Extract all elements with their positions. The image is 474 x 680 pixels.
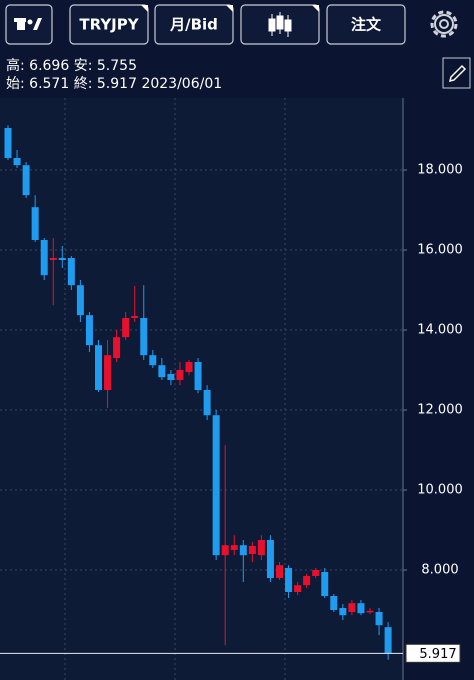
candle-body (113, 337, 121, 358)
order-frame[interactable] (326, 4, 406, 45)
candle-body (384, 627, 392, 654)
settings-button[interactable] (430, 10, 458, 38)
candle-body (149, 355, 157, 366)
interval-button[interactable]: 月/Bid (154, 4, 234, 45)
candle-body (248, 546, 256, 554)
high-value: 6.696 (29, 58, 69, 74)
candle-body (22, 165, 30, 196)
candle-body (366, 610, 374, 613)
pencil-icon (448, 64, 467, 83)
candle-body (158, 365, 166, 378)
candle-body (131, 316, 139, 318)
candle-body (339, 608, 347, 616)
close-value: 5.917 (97, 76, 137, 92)
candle-body (95, 345, 102, 390)
candle-body (203, 390, 211, 416)
low-value: 5.755 (97, 58, 137, 74)
candle-body (212, 415, 220, 556)
y-tick-label: 12.000 (417, 403, 463, 418)
symbol-frame[interactable] (69, 4, 149, 45)
candle-body (348, 603, 356, 612)
corner-mark (141, 5, 148, 12)
interval-label[interactable]: 月/Bid (169, 16, 218, 34)
close-label: 終: (74, 76, 93, 92)
info-line: 始: 6.571 終: 5.917 2023/06/01 (6, 76, 222, 92)
logo-mark (33, 18, 42, 30)
candle-body (221, 545, 229, 556)
candle-body (85, 315, 93, 346)
last-price-box (405, 643, 461, 663)
time-grid (64, 98, 286, 680)
candle-body (13, 158, 21, 166)
candle-body (31, 207, 39, 240)
gear (434, 14, 454, 34)
draw-button[interactable] (442, 57, 471, 89)
chart: 8.000 10.000 12.000 14.000 16.000 18.000 5.917 (0, 125, 463, 663)
chart-style-button[interactable] (240, 4, 320, 45)
candle-body (104, 355, 112, 390)
logo-mark (14, 18, 26, 22)
gear (439, 19, 449, 29)
y-tick-label: 10.000 (417, 483, 463, 498)
last-price-label: 5.917 (419, 647, 456, 662)
candle-body (239, 545, 247, 556)
low-label: 安: (74, 58, 93, 74)
logo-mark (27, 19, 33, 25)
candle-body (330, 596, 338, 610)
candle-icon (268, 12, 292, 37)
candle-body (294, 585, 302, 592)
corner-mark (226, 5, 233, 12)
candle-body (357, 603, 365, 614)
candle-body (167, 374, 175, 380)
candle-body (230, 545, 238, 550)
candle-body (122, 318, 130, 338)
candle-body (194, 362, 202, 390)
candle-body (285, 568, 293, 592)
order-label[interactable]: 注文 (351, 16, 382, 34)
candle-body (76, 285, 84, 316)
candle-body (140, 318, 148, 356)
date: 2023/06/01 (141, 76, 222, 92)
symbol-button[interactable]: TRYJPY (69, 4, 149, 45)
candle-body (303, 576, 311, 586)
candle-body (312, 570, 320, 576)
logo-button[interactable] (5, 4, 53, 45)
candle-body (257, 540, 265, 556)
candle-body (375, 612, 383, 626)
candle-body (185, 362, 193, 372)
logo-mark (17, 18, 25, 30)
candle-body (321, 572, 329, 596)
open-value: 6.571 (29, 76, 69, 92)
candle-body (176, 370, 184, 380)
open-label: 始: (6, 76, 25, 92)
y-tick-label: 14.000 (417, 323, 463, 338)
high-label: 高: (6, 57, 25, 74)
y-tick-label: 16.000 (417, 243, 463, 258)
candle-body (266, 540, 274, 578)
symbol-label[interactable]: TRYJPY (79, 16, 139, 34)
candle-body (49, 258, 57, 260)
candle-body (58, 258, 66, 260)
logo-frame[interactable] (5, 4, 53, 45)
candle-body (4, 128, 12, 158)
candle-body (67, 258, 75, 286)
draw-frame[interactable] (442, 57, 471, 89)
y-tick-label: 18.000 (417, 163, 463, 178)
candle-body (40, 240, 48, 276)
info-line: 高: 6.696 安: 5.755 (6, 57, 137, 74)
gear[interactable] (430, 10, 458, 38)
interval-frame[interactable] (154, 4, 234, 45)
y-tick-label: 8.000 (421, 563, 458, 578)
candle-body (276, 565, 283, 578)
order-button[interactable]: 注文 (326, 4, 406, 45)
corner-mark (312, 5, 319, 12)
